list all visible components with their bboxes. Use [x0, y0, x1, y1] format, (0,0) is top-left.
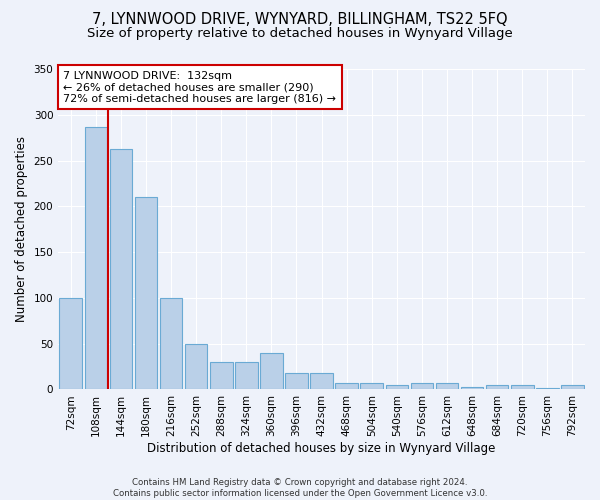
Bar: [461, 386, 484, 390]
Bar: [134, 197, 157, 390]
Bar: [310, 373, 333, 390]
Bar: [210, 362, 233, 390]
Text: Contains HM Land Registry data © Crown copyright and database right 2024.
Contai: Contains HM Land Registry data © Crown c…: [113, 478, 487, 498]
Y-axis label: Number of detached properties: Number of detached properties: [15, 136, 28, 322]
Text: 7 LYNNWOOD DRIVE:  132sqm
← 26% of detached houses are smaller (290)
72% of semi: 7 LYNNWOOD DRIVE: 132sqm ← 26% of detach…: [64, 70, 337, 104]
Bar: [285, 373, 308, 390]
X-axis label: Distribution of detached houses by size in Wynyard Village: Distribution of detached houses by size …: [148, 442, 496, 455]
Bar: [486, 385, 508, 390]
Bar: [361, 383, 383, 390]
Bar: [386, 385, 408, 390]
Bar: [436, 383, 458, 390]
Bar: [260, 353, 283, 390]
Bar: [59, 298, 82, 390]
Bar: [536, 388, 559, 390]
Bar: [185, 344, 208, 390]
Bar: [160, 298, 182, 390]
Bar: [235, 362, 257, 390]
Text: 7, LYNNWOOD DRIVE, WYNYARD, BILLINGHAM, TS22 5FQ: 7, LYNNWOOD DRIVE, WYNYARD, BILLINGHAM, …: [92, 12, 508, 28]
Bar: [511, 385, 533, 390]
Bar: [410, 383, 433, 390]
Bar: [561, 385, 584, 390]
Bar: [85, 126, 107, 390]
Text: Size of property relative to detached houses in Wynyard Village: Size of property relative to detached ho…: [87, 28, 513, 40]
Bar: [110, 148, 132, 390]
Bar: [335, 383, 358, 390]
